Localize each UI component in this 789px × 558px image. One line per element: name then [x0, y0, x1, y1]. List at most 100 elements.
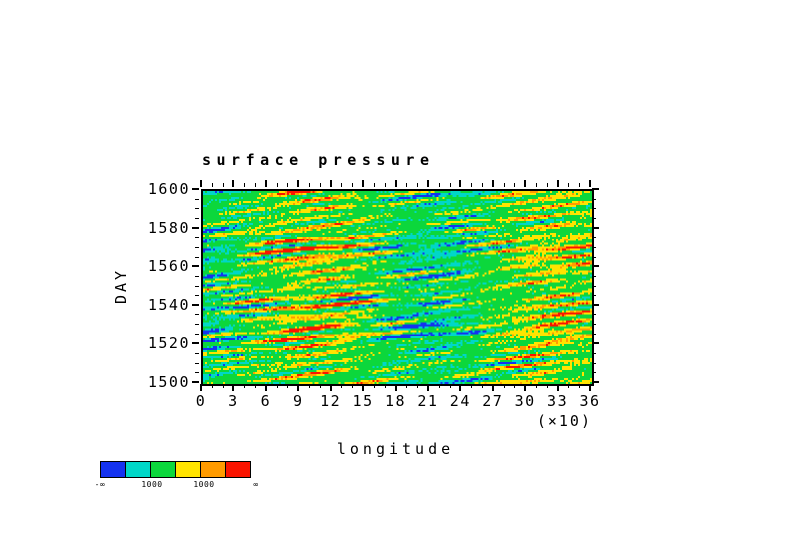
x-tick-label: 24 — [449, 392, 471, 410]
x-minor-tick — [503, 384, 505, 388]
y-minor-tick — [195, 217, 199, 219]
colorbar-segment-red — [225, 461, 251, 478]
x-major-tick-top — [200, 180, 202, 187]
plot-area — [201, 189, 594, 386]
y-minor-tick — [195, 246, 199, 248]
x-major-tick — [232, 384, 235, 391]
x-major-tick — [362, 384, 365, 391]
x-major-tick — [556, 384, 559, 391]
x-minor-tick-top — [579, 183, 581, 187]
x-major-tick-top — [524, 180, 527, 187]
y-tick-label: 1520 — [147, 334, 190, 353]
y-minor-tick-right — [592, 198, 596, 200]
x-major-tick — [459, 384, 462, 391]
y-major-tick — [192, 188, 199, 190]
x-minor-tick — [255, 384, 257, 388]
colorbar — [100, 461, 251, 478]
x-minor-tick-top — [287, 183, 289, 187]
y-major-tick — [192, 303, 199, 306]
y-major-tick — [192, 342, 199, 345]
x-major-tick — [491, 384, 494, 391]
x-minor-tick — [373, 384, 375, 388]
y-major-tick-right — [592, 265, 599, 268]
x-major-tick-top — [426, 180, 429, 187]
x-tick-label: 36 — [579, 392, 601, 410]
x-tick-label: 3 — [228, 392, 239, 410]
x-minor-tick-top — [341, 183, 343, 187]
y-minor-tick — [195, 362, 199, 364]
x-major-tick-top — [329, 180, 332, 187]
x-minor-tick-top — [471, 183, 473, 187]
y-minor-tick — [195, 256, 199, 258]
y-minor-tick — [195, 208, 199, 210]
y-minor-tick-right — [592, 362, 596, 364]
y-minor-tick — [195, 333, 199, 335]
y-major-tick — [192, 265, 199, 268]
x-minor-tick-top — [503, 183, 505, 187]
x-minor-tick-top — [384, 183, 386, 187]
x-minor-tick-top — [535, 183, 537, 187]
y-minor-tick — [195, 372, 199, 374]
y-minor-tick-right — [592, 285, 596, 287]
y-major-tick-right — [592, 381, 599, 383]
x-minor-tick — [417, 384, 419, 388]
x-minor-tick-top — [255, 183, 257, 187]
x-minor-tick-top — [546, 183, 548, 187]
x-major-tick-top — [232, 180, 235, 187]
y-minor-tick — [195, 295, 199, 297]
x-minor-tick — [352, 384, 354, 388]
y-minor-tick-right — [592, 314, 596, 316]
x-minor-tick-top — [568, 183, 570, 187]
x-minor-tick — [276, 384, 278, 388]
y-major-tick-right — [592, 303, 599, 306]
y-minor-tick — [195, 275, 199, 277]
x-major-tick — [426, 384, 429, 391]
y-minor-tick-right — [592, 295, 596, 297]
y-minor-tick — [195, 353, 199, 355]
x-minor-tick-top — [211, 183, 213, 187]
x-minor-tick — [244, 384, 246, 388]
y-minor-tick-right — [592, 246, 596, 248]
x-major-tick — [200, 384, 202, 391]
y-minor-tick — [195, 237, 199, 239]
y-minor-tick-right — [592, 333, 596, 335]
x-minor-tick-top — [438, 183, 440, 187]
x-tick-label: 12 — [320, 392, 342, 410]
y-tick-label: 1600 — [147, 180, 190, 198]
y-tick-label: 1500 — [147, 373, 190, 391]
x-minor-tick-top — [514, 183, 516, 187]
y-minor-tick-right — [592, 217, 596, 219]
y-major-tick — [192, 226, 199, 229]
x-minor-tick — [406, 384, 408, 388]
x-major-tick — [589, 384, 591, 391]
x-axis-label: longitude — [336, 440, 455, 458]
heatmap-canvas — [203, 191, 592, 384]
colorbar-segment-blue — [100, 461, 126, 478]
y-tick-label: 1540 — [147, 295, 190, 314]
x-major-tick — [297, 384, 300, 391]
x-major-tick — [264, 384, 267, 391]
chart-title: surface pressure — [202, 151, 435, 169]
y-minor-tick-right — [592, 353, 596, 355]
y-major-tick — [192, 381, 199, 383]
x-tick-label: 9 — [292, 392, 304, 410]
y-minor-tick-right — [592, 208, 596, 210]
x-major-tick-top — [491, 180, 494, 187]
x-tick-label: 27 — [482, 392, 504, 410]
x-minor-tick — [471, 384, 473, 388]
x-minor-tick-top — [319, 183, 321, 187]
x-major-tick — [329, 384, 332, 391]
colorbar-label: 1000 — [193, 480, 215, 489]
x-tick-label: 15 — [352, 392, 374, 410]
x-minor-tick-top — [417, 183, 419, 187]
x-minor-tick — [535, 384, 537, 388]
x-minor-tick — [579, 384, 581, 388]
x-minor-tick — [568, 384, 570, 388]
colorbar-label: 1000 — [141, 480, 163, 489]
y-minor-tick — [195, 285, 199, 287]
x-major-tick-top — [459, 180, 462, 187]
y-minor-tick-right — [592, 324, 596, 326]
x-minor-tick — [309, 384, 311, 388]
x-tick-label: 33 — [547, 392, 569, 410]
x-tick-label: 21 — [417, 392, 439, 410]
